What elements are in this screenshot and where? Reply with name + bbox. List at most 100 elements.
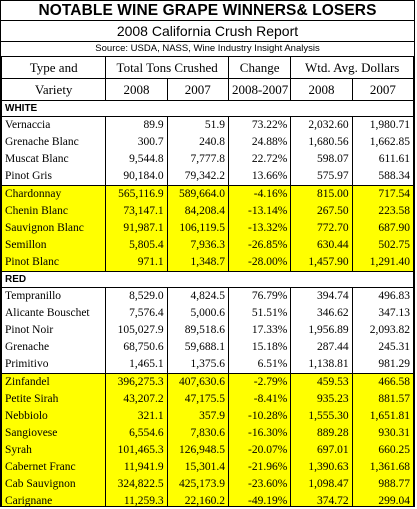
table-row: Cab Sauvignon 324,822.5 425,173.9 -23.60% 1,… — [1, 476, 414, 493]
tons-2008-cell: 1,465.1 — [105, 356, 168, 374]
tons-2007-cell: 22,160.2 — [166, 493, 229, 506]
header-avg-dollars: Wtd. Avg. Dollars — [290, 57, 414, 79]
tons-2008-cell: 7,576.4 — [105, 305, 168, 322]
change-cell: 73.22% — [227, 116, 292, 134]
dollars-2007-cell: 1,361.68 — [351, 459, 414, 476]
table-row: Cabernet Franc 11,941.9 15,301.4 -21.96% 1,3… — [1, 459, 414, 476]
tons-2008-cell: 6,554.6 — [105, 425, 168, 442]
dollars-2008-cell: 267.50 — [290, 203, 353, 220]
variety-cell: Chardonnay — [1, 185, 107, 203]
dollars-2007-cell: 496.83 — [351, 287, 414, 305]
dollars-2007-cell: 347.13 — [351, 305, 414, 322]
variety-cell: Alicante Bouschet — [1, 305, 107, 322]
change-cell: -49.19% — [227, 493, 292, 506]
dollars-2008-cell: 1,555.30 — [290, 408, 353, 425]
tons-2008-cell: 971.1 — [105, 254, 168, 272]
variety-cell: Vernaccia — [1, 116, 107, 134]
header-dollars-2007: 2007 — [351, 78, 414, 101]
variety-cell: Muscat Blanc — [1, 151, 107, 168]
variety-cell: Tempranillo — [1, 287, 107, 305]
table-row: Muscat Blanc 9,544.8 7,777.8 22.72% 598.07 61… — [1, 151, 414, 168]
tons-2008-cell: 73,147.1 — [105, 203, 168, 220]
table-row: Primitivo 1,465.1 1,375.6 6.51% 1,138.81 981.… — [1, 356, 414, 374]
dollars-2008-cell: 630.44 — [290, 237, 353, 254]
table-row: Semillon 5,805.4 7,936.3 -26.85% 630.44 502.7… — [1, 237, 414, 254]
tons-2007-cell: 106,119.5 — [166, 220, 229, 237]
variety-cell: Sauvignon Blanc — [1, 220, 107, 237]
variety-cell: Primitivo — [1, 356, 107, 374]
dollars-2008-cell: 575.97 — [290, 168, 353, 186]
change-cell: 24.88% — [227, 134, 292, 151]
dollars-2007-cell: 981.29 — [351, 356, 414, 374]
dollars-2008-cell: 1,956.89 — [290, 322, 353, 339]
dollars-2008-cell: 935.23 — [290, 391, 353, 408]
variety-cell: Nebbiolo — [1, 408, 107, 425]
tons-2007-cell: 4,824.5 — [166, 287, 229, 305]
tons-2008-cell: 43,207.2 — [105, 391, 168, 408]
change-cell: 22.72% — [227, 151, 292, 168]
tons-2008-cell: 91,987.1 — [105, 220, 168, 237]
tons-2007-cell: 79,342.2 — [166, 168, 229, 186]
dollars-2007-cell: 588.34 — [351, 168, 414, 186]
variety-cell: Grenache Blanc — [1, 134, 107, 151]
variety-cell: Cabernet Franc — [1, 459, 107, 476]
tons-2008-cell: 396,275.3 — [105, 373, 168, 391]
table-row: Sauvignon Blanc 91,987.1 106,119.5 -13.32% 7… — [1, 220, 414, 237]
tons-2007-cell: 407,630.6 — [166, 373, 229, 391]
dollars-2007-cell: 660.25 — [351, 442, 414, 459]
change-cell: 17.33% — [227, 322, 292, 339]
tons-2007-cell: 1,375.6 — [166, 356, 229, 374]
table-row: Grenache Blanc 300.7 240.8 24.88% 1,680.56 1,… — [1, 134, 414, 151]
dollars-2008-cell: 394.74 — [290, 287, 353, 305]
dollars-2007-cell: 502.75 — [351, 237, 414, 254]
tons-2008-cell: 90,184.0 — [105, 168, 168, 186]
dollars-2007-cell: 299.04 — [351, 493, 414, 506]
variety-cell: Pinot Blanc — [1, 254, 107, 272]
tons-2007-cell: 1,348.7 — [166, 254, 229, 272]
tons-2007-cell: 47,175.5 — [166, 391, 229, 408]
dollars-2008-cell: 2,032.60 — [290, 116, 353, 134]
section-label-red: RED — [1, 271, 414, 288]
dollars-2008-cell: 598.07 — [290, 151, 353, 168]
header-variety: Variety — [1, 78, 107, 101]
dollars-2008-cell: 459.53 — [290, 373, 353, 391]
tons-2008-cell: 321.1 — [105, 408, 168, 425]
tons-2007-cell: 425,173.9 — [166, 476, 229, 493]
dollars-2007-cell: 881.57 — [351, 391, 414, 408]
variety-cell: Sangiovese — [1, 425, 107, 442]
tons-2007-cell: 7,777.8 — [166, 151, 229, 168]
table-row: Chenin Blanc 73,147.1 84,208.4 -13.14% 267.5… — [1, 203, 414, 220]
change-cell: -10.28% — [227, 408, 292, 425]
tons-2007-cell: 15,301.4 — [166, 459, 229, 476]
change-cell: -28.00% — [227, 254, 292, 272]
change-cell: 13.66% — [227, 168, 292, 186]
table-row: Alicante Bouschet 7,576.4 5,000.6 51.51% 346… — [1, 305, 414, 322]
table-body: WHITE Vernaccia 89.9 51.9 73.22% 2,032.60 1,9… — [1, 100, 414, 506]
tons-2008-cell: 11,259.3 — [105, 493, 168, 506]
change-cell: -4.16% — [227, 185, 292, 203]
dollars-2008-cell: 287.44 — [290, 339, 353, 356]
change-cell: -2.79% — [227, 373, 292, 391]
change-cell: -8.41% — [227, 391, 292, 408]
tons-2008-cell: 5,805.4 — [105, 237, 168, 254]
tons-2008-cell: 11,941.9 — [105, 459, 168, 476]
dollars-2007-cell: 1,291.40 — [351, 254, 414, 272]
tons-2008-cell: 68,750.6 — [105, 339, 168, 356]
change-cell: -13.32% — [227, 220, 292, 237]
tons-2008-cell: 105,027.9 — [105, 322, 168, 339]
tons-2008-cell: 300.7 — [105, 134, 168, 151]
dollars-2007-cell: 1,662.85 — [351, 134, 414, 151]
dollars-2008-cell: 1,457.90 — [290, 254, 353, 272]
dollars-2008-cell: 889.28 — [290, 425, 353, 442]
tons-2007-cell: 589,664.0 — [166, 185, 229, 203]
change-cell: -20.07% — [227, 442, 292, 459]
report-title: NOTABLE WINE GRAPE WINNERS& LOSERS — [1, 1, 414, 21]
dollars-2007-cell: 466.58 — [351, 373, 414, 391]
tons-2007-cell: 89,518.6 — [166, 322, 229, 339]
tons-2007-cell: 240.8 — [166, 134, 229, 151]
dollars-2007-cell: 687.90 — [351, 220, 414, 237]
change-cell: -16.30% — [227, 425, 292, 442]
dollars-2008-cell: 1,138.81 — [290, 356, 353, 374]
section-red: RED — [1, 271, 414, 288]
